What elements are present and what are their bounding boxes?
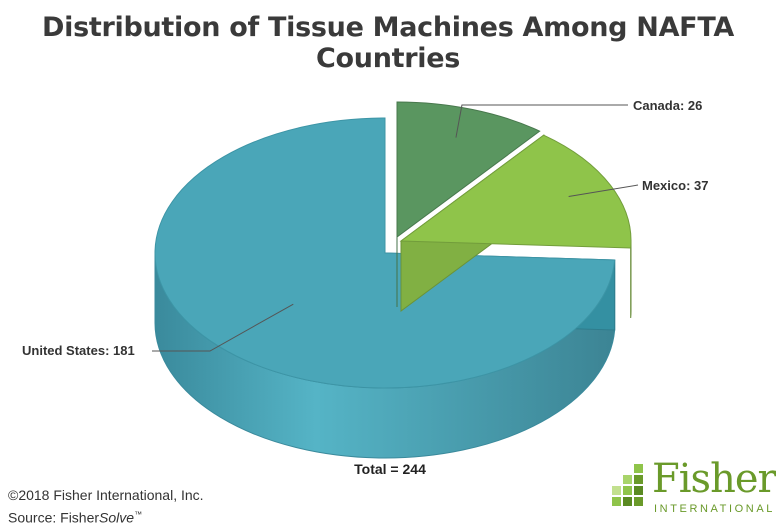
total-label: Total = 244 [354, 461, 426, 477]
logo-word: Fisher [652, 456, 776, 502]
copyright-text: ©2018 Fisher International, Inc. [8, 486, 204, 505]
slice-label-mexico: Mexico: 37 [642, 178, 708, 193]
logo-grid-icon [606, 460, 652, 520]
source-italic: Solve [99, 510, 134, 526]
source-tm: ™ [134, 510, 142, 519]
logo-subtitle: INTERNATIONAL [654, 503, 775, 515]
slice-label-united-states: United States: 181 [22, 343, 135, 358]
fisher-logo: Fisher INTERNATIONAL [606, 460, 768, 522]
source-prefix: Source: Fisher [8, 510, 99, 526]
slice-label-canada: Canada: 26 [633, 98, 702, 113]
source-text: Source: FisherSolve™ [8, 505, 204, 528]
footer: ©2018 Fisher International, Inc. Source:… [8, 486, 204, 528]
